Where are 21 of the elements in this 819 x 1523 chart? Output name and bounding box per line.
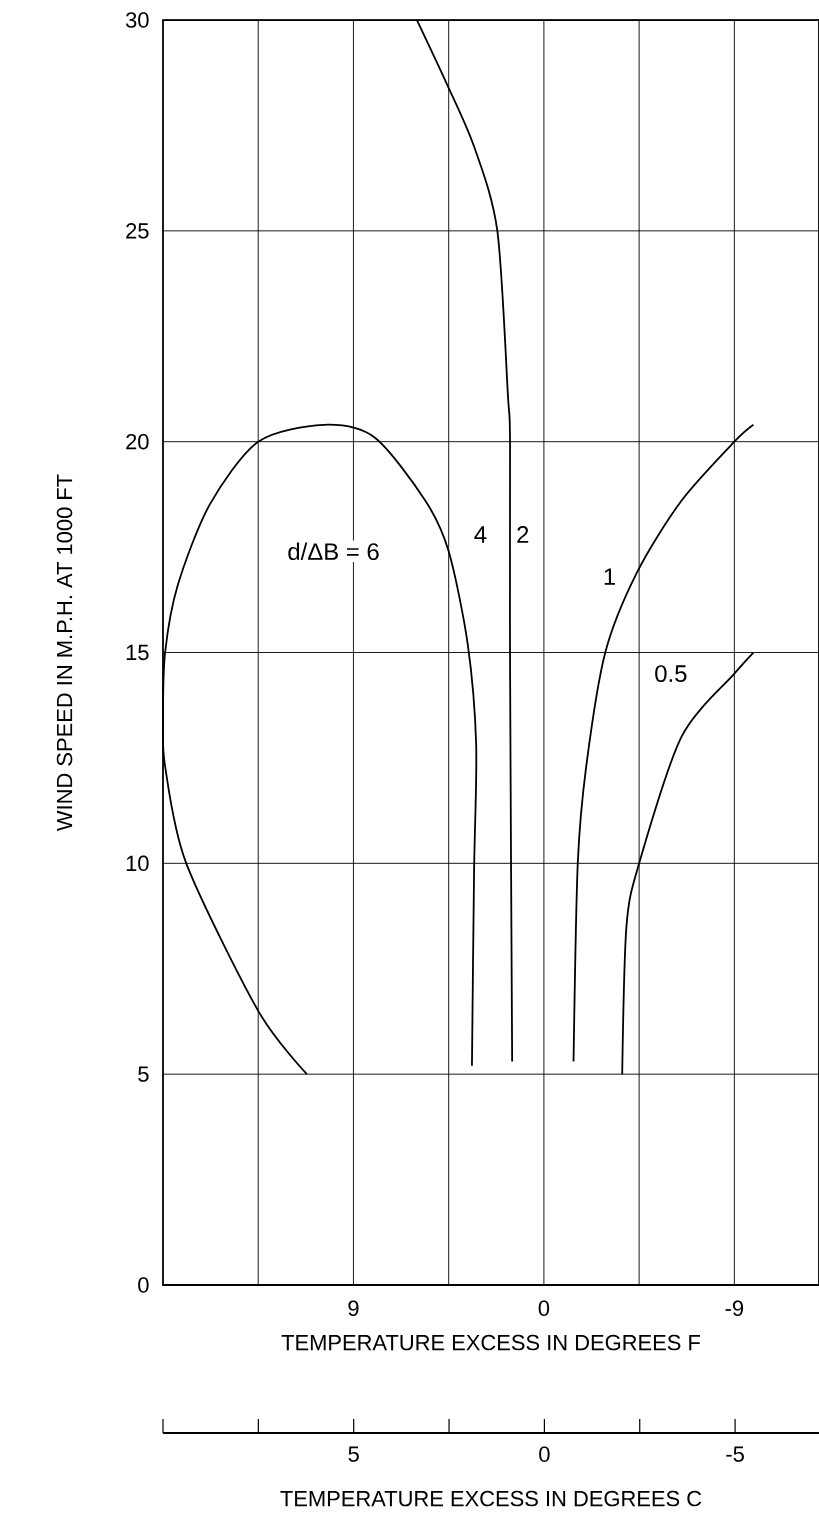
y-tick-label: 20	[126, 433, 149, 450]
annotation: d/ΔB = 6	[288, 542, 379, 561]
x2-tick-label: 0	[539, 1446, 550, 1463]
annotation: 0.5	[655, 665, 687, 683]
y-tick-label: 5	[138, 1066, 149, 1082]
y-tick-label: 15	[126, 644, 149, 661]
annotation: 4	[474, 526, 487, 543]
x2-tick-label: 5	[348, 1446, 359, 1462]
annotation: 2	[517, 526, 529, 543]
y-tick-label: 30	[125, 12, 149, 28]
x-tick-label: -9	[725, 1300, 744, 1317]
y-tick-label: 25	[126, 223, 149, 239]
y-tick-label: 0	[138, 1277, 149, 1293]
x2-axis-title: TEMPERATURE EXCESS IN DEGREES C	[280, 1490, 702, 1507]
x-axis-title: TEMPERATURE EXCESS IN DEGREES F	[281, 1334, 700, 1351]
y-tick-label: 10	[126, 855, 149, 872]
x-tick-label: 0	[538, 1300, 550, 1317]
x-tick-label: 9	[348, 1300, 359, 1317]
x2-tick-label: -5	[726, 1446, 744, 1462]
annotation: 1	[604, 568, 615, 585]
y-axis-title: WIND SPEED IN M.P.H. AT 1000 FT	[56, 474, 73, 832]
